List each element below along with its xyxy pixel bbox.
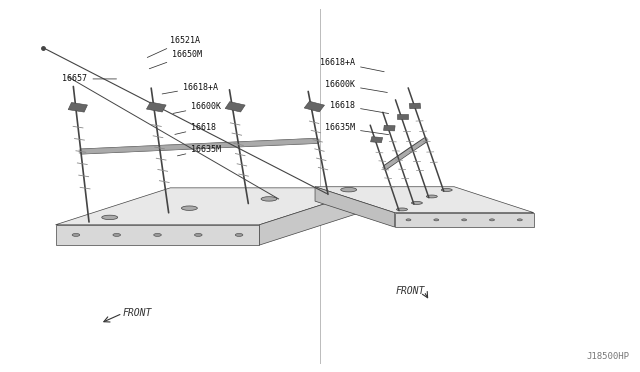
Polygon shape xyxy=(56,188,374,225)
Ellipse shape xyxy=(113,234,120,236)
Ellipse shape xyxy=(397,208,408,211)
Ellipse shape xyxy=(412,202,422,204)
Text: 16618: 16618 xyxy=(330,101,388,113)
Polygon shape xyxy=(397,114,408,119)
Text: 16635M: 16635M xyxy=(325,123,388,135)
Text: FRONT: FRONT xyxy=(395,286,424,296)
Ellipse shape xyxy=(461,219,467,221)
Text: 16635M: 16635M xyxy=(177,145,221,156)
Ellipse shape xyxy=(517,219,522,221)
Ellipse shape xyxy=(236,234,243,236)
Polygon shape xyxy=(304,101,324,112)
Text: 16600K: 16600K xyxy=(173,102,221,113)
Text: 16618: 16618 xyxy=(175,123,216,134)
Ellipse shape xyxy=(490,219,495,221)
Polygon shape xyxy=(394,213,534,227)
Ellipse shape xyxy=(441,189,452,192)
Ellipse shape xyxy=(340,187,356,192)
Text: 16521A: 16521A xyxy=(147,36,200,57)
Polygon shape xyxy=(56,225,259,245)
Text: FRONT: FRONT xyxy=(122,308,152,318)
Ellipse shape xyxy=(181,206,197,211)
Text: 16618+A: 16618+A xyxy=(320,58,384,72)
Ellipse shape xyxy=(72,234,80,236)
Text: 16600K: 16600K xyxy=(325,80,387,93)
Ellipse shape xyxy=(154,234,161,236)
Ellipse shape xyxy=(195,234,202,236)
Ellipse shape xyxy=(261,197,277,201)
Polygon shape xyxy=(315,187,394,227)
Text: 16657: 16657 xyxy=(63,74,116,83)
Ellipse shape xyxy=(406,219,411,221)
Text: J18500HP: J18500HP xyxy=(586,352,629,361)
Polygon shape xyxy=(225,102,245,112)
Polygon shape xyxy=(68,103,88,112)
Text: 16618+A: 16618+A xyxy=(162,83,218,94)
Text: 16650M: 16650M xyxy=(149,51,202,69)
Polygon shape xyxy=(259,188,374,245)
Ellipse shape xyxy=(426,195,437,198)
Polygon shape xyxy=(383,125,395,131)
Ellipse shape xyxy=(434,219,439,221)
Polygon shape xyxy=(147,102,166,112)
Polygon shape xyxy=(371,137,383,143)
Polygon shape xyxy=(409,103,420,109)
Polygon shape xyxy=(315,187,534,213)
Ellipse shape xyxy=(102,215,118,219)
